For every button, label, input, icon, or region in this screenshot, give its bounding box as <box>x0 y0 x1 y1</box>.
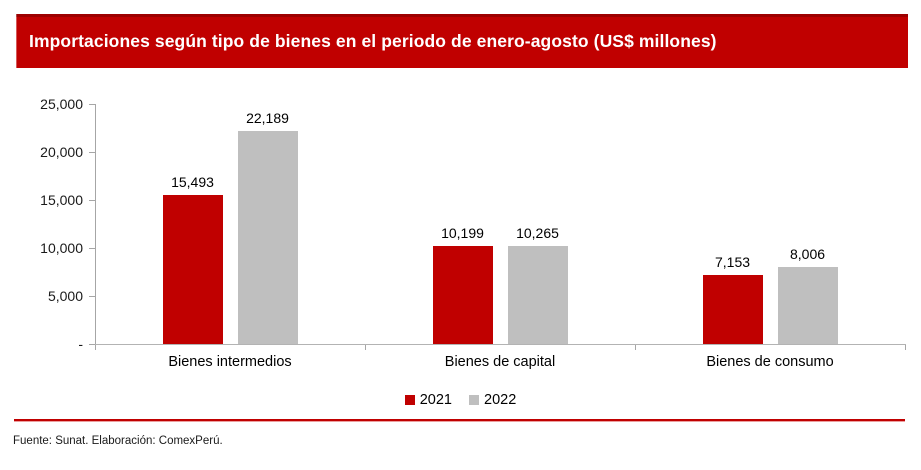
y-axis-tick-mark <box>89 104 95 105</box>
y-axis-line <box>95 104 96 345</box>
category-label: Bienes de capital <box>444 354 556 370</box>
y-axis-tick-label: 10,000 <box>40 240 83 256</box>
chart-title: Importaciones según tipo de bienes en el… <box>29 30 717 51</box>
bar-value-label: 7,153 <box>714 254 751 271</box>
chart-title-banner: Importaciones según tipo de bienes en el… <box>16 14 908 68</box>
y-axis-tick-mark <box>89 152 95 153</box>
x-axis-line <box>95 344 906 345</box>
bar-2021: 15,493 <box>162 174 223 344</box>
bar-value-label: 10,265 <box>516 224 559 241</box>
bar-2021: 10,199 <box>432 225 493 344</box>
category-labels: Bienes intermedios Bienes de capital Biene… <box>95 354 905 370</box>
y-axis: - 5,000 10,000 15,000 20,000 25,000 <box>0 96 95 352</box>
x-axis-tick-mark <box>365 344 366 350</box>
y-axis-tick-label: 5,000 <box>47 288 83 304</box>
legend-swatch-2022 <box>469 395 479 405</box>
bar-2022: 22,189 <box>237 110 298 344</box>
x-axis-tick-mark <box>95 344 96 350</box>
y-axis-tick-label: 15,000 <box>40 192 83 208</box>
category-label: Bienes de consumo <box>706 354 834 370</box>
category-label: Bienes intermedios <box>168 354 292 370</box>
bar-group: 15,493 22,189 <box>95 104 365 344</box>
y-axis-tick-label: 25,000 <box>40 96 83 112</box>
bar-group: 7,153 8,006 <box>635 104 905 344</box>
x-axis-tick-mark <box>635 344 636 350</box>
bar-2022: 8,006 <box>777 246 838 344</box>
bar-value-label: 10,199 <box>441 225 484 242</box>
y-axis-tick-mark <box>89 344 95 345</box>
bar-2021: 7,153 <box>702 254 763 344</box>
y-axis-tick-mark <box>89 296 95 297</box>
legend-item: 2021 <box>404 392 452 408</box>
legend-label: 2021 <box>419 392 452 408</box>
bar-2022: 10,265 <box>507 225 568 344</box>
bar-value-label: 22,189 <box>246 110 289 126</box>
legend-swatch-2021 <box>404 395 415 405</box>
bar-groups: 15,493 22,189 10,199 10,265 7,153 8,006 <box>95 104 905 344</box>
source-note: Fuente: Sunat. Elaboración: ComexPerú. <box>13 435 223 447</box>
legend-item: 2022 <box>469 392 516 408</box>
legend-label: 2022 <box>484 392 517 408</box>
bar-group: 10,199 10,265 <box>365 104 635 344</box>
bar-value-label: 15,493 <box>171 174 214 191</box>
y-axis-tick-label: 20,000 <box>40 144 83 160</box>
plot-area: 15,493 22,189 10,199 10,265 7,153 8,006 <box>95 104 906 350</box>
y-axis-tick-mark <box>89 200 95 201</box>
y-axis-tick-mark <box>89 248 95 249</box>
x-axis-tick-mark <box>905 344 906 350</box>
y-axis-tick-label: - <box>78 336 83 352</box>
bar-value-label: 8,006 <box>789 246 826 263</box>
legend: 2021 2022 <box>0 392 921 408</box>
footer-separator <box>14 419 905 422</box>
